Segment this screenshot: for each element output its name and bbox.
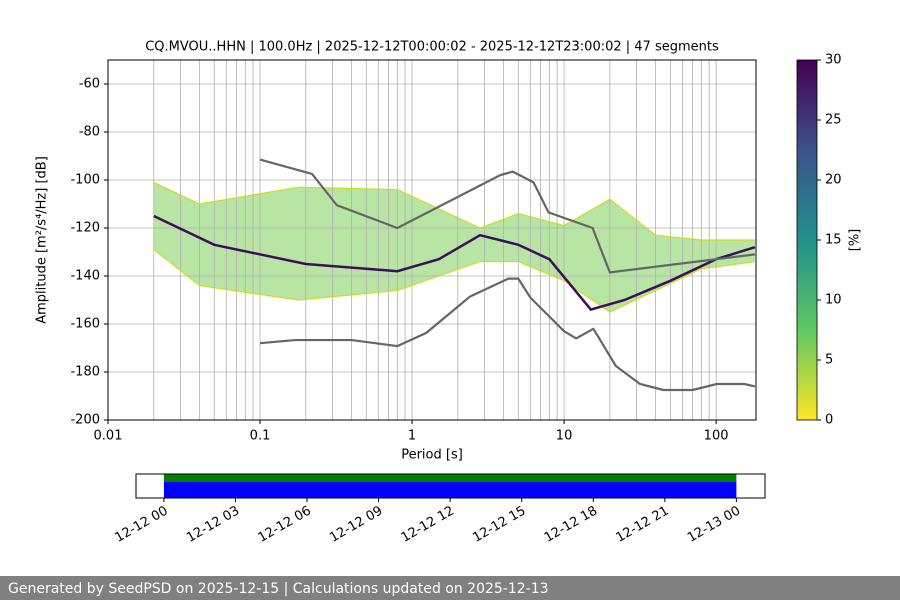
x-tick-label: 12-12 21 xyxy=(613,504,671,546)
x-tick-label: 0.1 xyxy=(250,429,271,444)
density-edge xyxy=(153,181,755,241)
segment-bar xyxy=(163,482,737,498)
x-axis-label: Period [s] xyxy=(401,448,463,463)
y-axis-label: Amplitude [m²/s⁴/Hz] [dB] xyxy=(35,156,50,324)
colorbar-tick-label: 10 xyxy=(825,293,842,308)
x-tick-label: 12-13 00 xyxy=(685,504,743,546)
colorbar-tick-label: 25 xyxy=(825,113,842,128)
x-tick-label: 12-12 06 xyxy=(256,504,314,546)
y-tick-label: -180 xyxy=(70,365,100,380)
colorbar-tick-label: 15 xyxy=(825,233,842,248)
colorbar-tick-label: 0 xyxy=(825,413,833,428)
colorbar-label: [%] xyxy=(848,229,863,252)
x-tick-label: 12-12 12 xyxy=(399,504,457,546)
x-tick-label: 1 xyxy=(408,429,416,444)
colorbar xyxy=(796,59,818,421)
x-tick-label: 100 xyxy=(704,429,729,444)
footer-bar xyxy=(0,576,900,600)
colorbar-tick-label: 30 xyxy=(825,53,842,68)
segment-bar xyxy=(163,474,737,482)
x-tick-label: 12-12 03 xyxy=(184,504,242,546)
y-tick-label: -80 xyxy=(79,125,100,140)
x-tick-label: 12-12 00 xyxy=(113,504,171,546)
colorbar-tick-label: 20 xyxy=(825,173,842,188)
y-tick-label: -140 xyxy=(70,269,100,284)
x-tick-label: 10 xyxy=(556,429,573,444)
y-tick-label: -120 xyxy=(70,221,100,236)
x-tick-label: 12-12 18 xyxy=(542,504,600,546)
x-tick-label: 0.01 xyxy=(94,429,123,444)
y-tick-label: -100 xyxy=(70,173,100,188)
plot-frame xyxy=(107,59,757,421)
chart-title: CQ.MVOU..HHN | 100.0Hz | 2025-12-12T00:0… xyxy=(145,40,719,55)
density-band xyxy=(153,182,755,312)
noise-model xyxy=(259,158,756,274)
y-tick-label: -60 xyxy=(79,77,100,92)
noise-model xyxy=(259,277,756,392)
x-tick-label: 12-12 09 xyxy=(327,504,385,546)
y-tick-label: -200 xyxy=(70,413,100,428)
y-tick-label: -160 xyxy=(70,317,100,332)
x-tick-label: 12-12 15 xyxy=(470,504,528,546)
mode-curve xyxy=(153,214,756,312)
density-edge xyxy=(153,249,755,313)
colorbar-tick-label: 5 xyxy=(825,353,833,368)
footer-text: Generated by SeedPSD on 2025-12-15 | Cal… xyxy=(8,581,549,597)
